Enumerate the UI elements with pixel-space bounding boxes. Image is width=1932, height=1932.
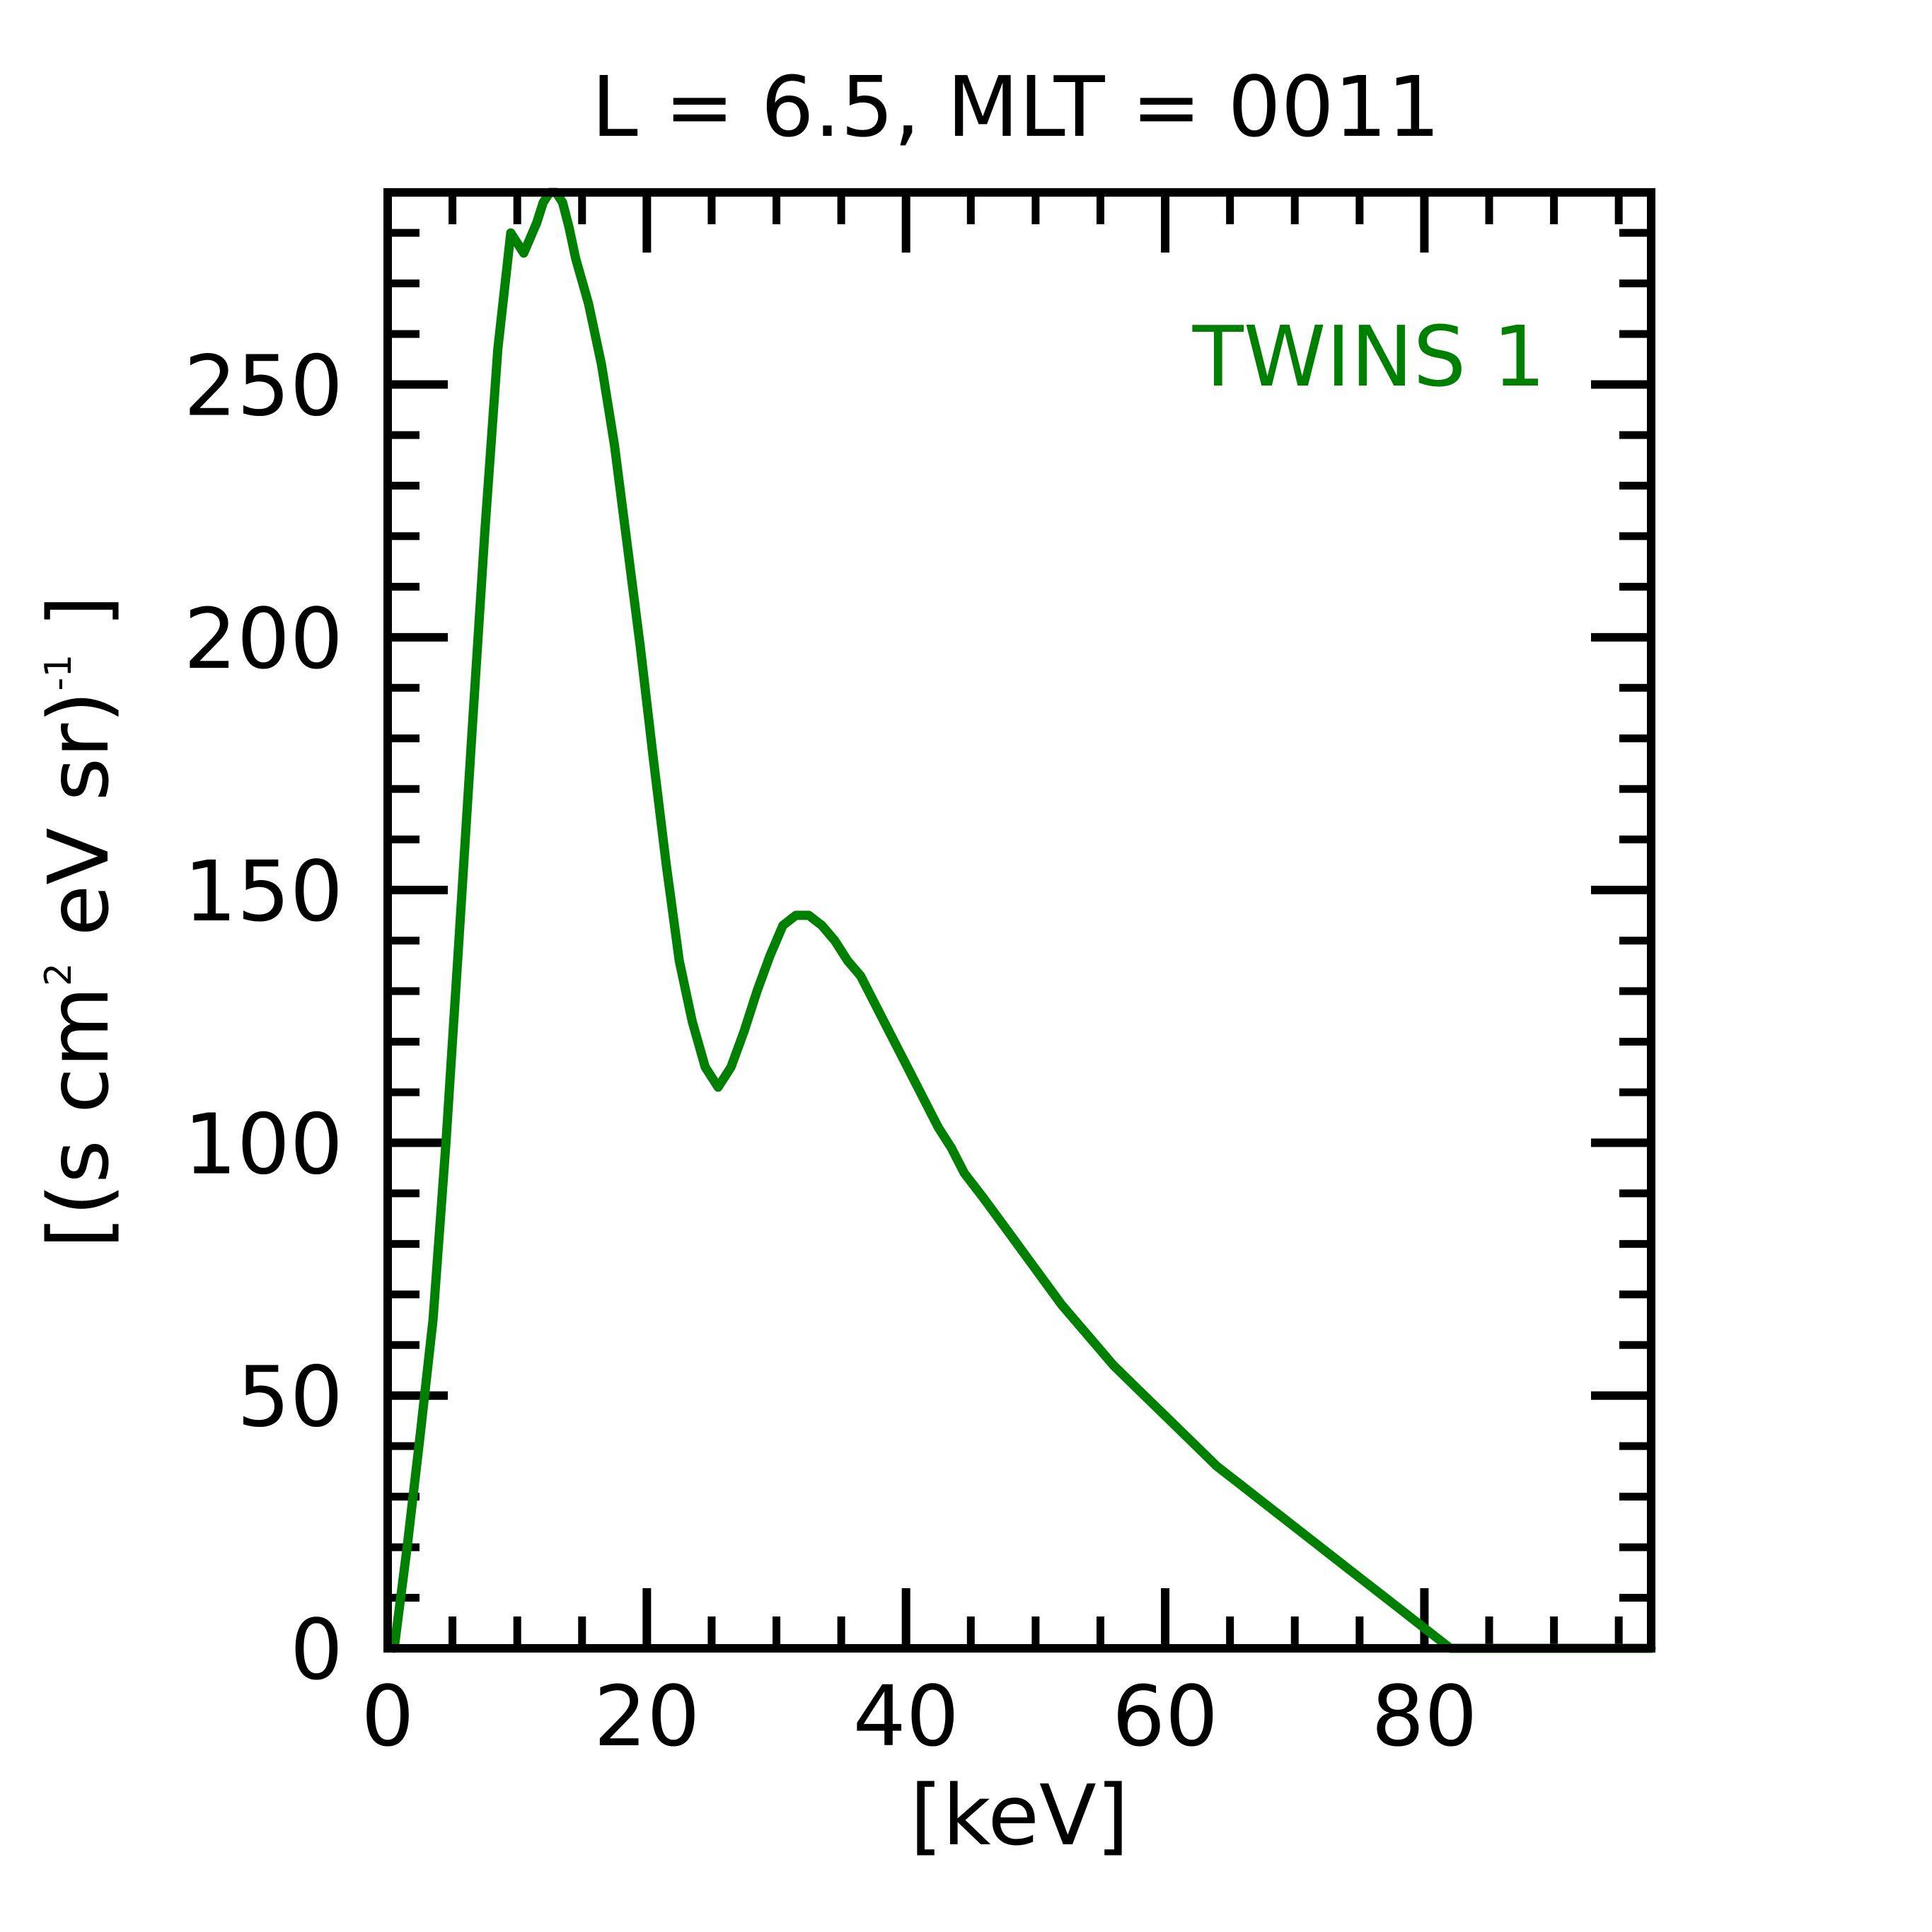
y-axis-label-superscript-minus-1: -1 xyxy=(37,654,80,691)
legend-label-twins-1: TWINS 1 xyxy=(1192,308,1546,405)
y-axis-label: [(s cm2 eV sr)-1 ] xyxy=(30,595,127,1249)
minor-ticks xyxy=(388,192,1651,1648)
y-tick-label: 200 xyxy=(184,590,343,688)
x-tick-label: 0 xyxy=(361,1667,414,1765)
y-tick-label: 250 xyxy=(184,337,343,435)
y-tick-label: 150 xyxy=(184,843,343,940)
series-line-twins-1 xyxy=(389,187,1656,1653)
y-tick-label: 100 xyxy=(184,1095,343,1193)
x-tick-label: 80 xyxy=(1371,1667,1477,1765)
y-axis-label-part-1: [(s cm xyxy=(30,986,127,1249)
x-axis-label: [keV] xyxy=(910,1766,1129,1864)
plot-frame xyxy=(383,188,1655,1653)
y-axis-label-superscript-2: 2 xyxy=(37,963,80,986)
y-axis-label-part-2: eV sr) xyxy=(30,691,127,963)
major-ticks xyxy=(383,192,1651,1653)
x-tick-label: 40 xyxy=(853,1667,959,1765)
x-tick-label: 60 xyxy=(1112,1667,1218,1765)
y-axis-label-part-3: ] xyxy=(30,595,127,654)
chart-title: L = 6.5, MLT = 0011 xyxy=(591,58,1440,156)
x-tick-label: 20 xyxy=(594,1667,700,1765)
y-tick-label: 50 xyxy=(237,1348,343,1446)
y-tick-label: 0 xyxy=(290,1601,343,1699)
y-tick-labels: 0 50 100 150 200 250 xyxy=(184,337,343,1699)
x-tick-labels: 0 20 40 60 80 xyxy=(361,1667,1477,1765)
